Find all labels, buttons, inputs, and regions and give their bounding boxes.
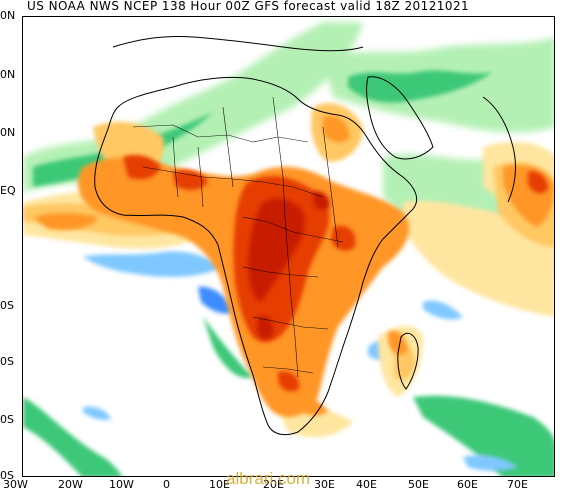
lat-label-20n: 0N: [0, 68, 16, 81]
lat-label-30s: 0S: [0, 413, 14, 426]
lon-label-40e: 40E: [356, 478, 377, 491]
lon-label-20w: 20W: [58, 478, 83, 491]
lon-label-30e: 30E: [314, 478, 335, 491]
lon-label-50e: 50E: [408, 478, 429, 491]
lon-label-20e: 20E: [263, 478, 284, 491]
map-title: US NOAA NWS NCEP 138 Hour 00Z GFS foreca…: [27, 0, 470, 13]
lon-label-0: 0: [163, 478, 170, 491]
lon-label-10e: 10E: [209, 478, 230, 491]
lon-label-30w: 30W: [3, 478, 28, 491]
lat-label-eq: EQ: [0, 184, 16, 197]
lat-label-10s: 0S: [0, 299, 14, 312]
lat-label-40s: 0S: [0, 469, 14, 482]
lon-label-70e: 70E: [507, 478, 528, 491]
map-area: [22, 16, 555, 477]
watermark: albrari.com: [226, 469, 311, 488]
lon-label-10w: 10W: [109, 478, 134, 491]
lat-label-20s: 0S: [0, 355, 14, 368]
map-canvas: [23, 22, 554, 476]
country-borders: [132, 96, 344, 378]
lat-label-10n: 0N: [0, 126, 16, 139]
field-dark-red: [248, 191, 330, 340]
lon-label-60e: 60E: [457, 478, 478, 491]
coastlines: [94, 36, 516, 436]
lat-label-30n: 0N: [0, 9, 16, 22]
